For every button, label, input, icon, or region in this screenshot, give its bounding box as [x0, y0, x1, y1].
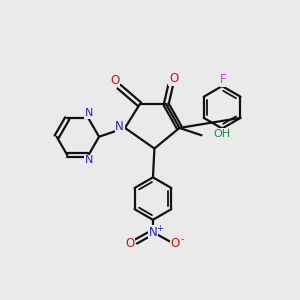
- Text: O: O: [169, 72, 178, 85]
- Text: O: O: [171, 237, 180, 250]
- Text: F: F: [220, 73, 227, 86]
- Text: N: N: [85, 155, 93, 165]
- Text: +: +: [156, 224, 163, 232]
- Text: OH: OH: [213, 129, 230, 139]
- Text: N: N: [85, 108, 93, 118]
- Text: N: N: [148, 226, 157, 239]
- Text: -: -: [181, 235, 184, 244]
- Text: O: O: [110, 74, 119, 87]
- Text: N: N: [115, 120, 124, 133]
- Text: O: O: [125, 237, 135, 250]
